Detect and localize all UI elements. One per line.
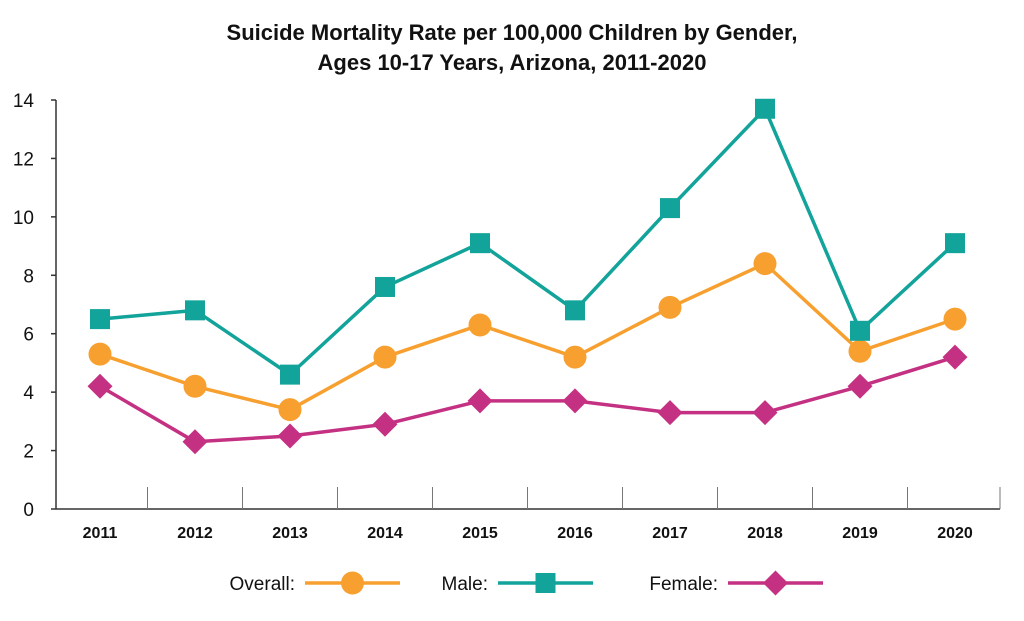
y-tick-label: 0 [23, 500, 34, 521]
axes: 0 2 4 6 8 10 12 14 2011 2012 2013 2014 2015 2016 2017 2… [13, 91, 1001, 542]
female-point [562, 388, 588, 414]
series-overall [88, 252, 967, 422]
series-male [90, 98, 965, 385]
male-point [185, 300, 205, 321]
legend-item-overall: Overall: [230, 571, 400, 595]
male-point [470, 233, 490, 254]
male-point [565, 300, 585, 321]
overall-point [563, 345, 587, 369]
legend-item-male: Male: [442, 573, 593, 595]
x-tick-label: 2012 [177, 525, 213, 542]
male-point [90, 309, 110, 330]
y-tick-label: 4 [23, 383, 34, 404]
y-tick-label: 6 [23, 325, 34, 346]
overall-point [658, 295, 682, 319]
overall-line [99, 261, 956, 412]
female-point [847, 373, 873, 399]
male-point [850, 320, 870, 341]
female-point [752, 400, 778, 426]
legend-marker-circle [341, 571, 364, 595]
male-point [375, 276, 395, 297]
x-tick-label: 2019 [842, 525, 878, 542]
legend: Overall: Male: Female: [230, 570, 823, 596]
overall-point [848, 339, 872, 363]
overall-point [88, 342, 112, 366]
x-tick-label: 2014 [367, 525, 403, 542]
male-line [99, 107, 957, 377]
female-point [277, 423, 303, 449]
y-tick-label: 2 [23, 442, 34, 463]
female-point [657, 400, 683, 426]
chart-title-line-1: Suicide Mortality Rate per 100,000 Child… [227, 20, 798, 45]
overall-point [373, 345, 397, 369]
overall-point [183, 374, 207, 398]
series-layer [87, 98, 968, 455]
legend-item-female: Female: [649, 570, 823, 596]
x-tick-label: 2011 [83, 525, 118, 542]
y-tick-label: 14 [13, 91, 35, 112]
male-point [660, 198, 680, 219]
chart-title-line-2: Ages 10-17 Years, Arizona, 2011-2020 [318, 50, 707, 75]
y-tick-label: 8 [23, 266, 34, 287]
male-point [755, 98, 775, 119]
female-point [467, 388, 493, 414]
legend-label: Overall: [230, 574, 295, 595]
male-point [945, 233, 965, 254]
female-point [182, 429, 208, 455]
x-tick-label: 2018 [747, 525, 783, 542]
legend-marker-diamond [763, 570, 788, 596]
overall-point [753, 252, 777, 276]
female-point [942, 344, 968, 370]
legend-label: Male: [442, 574, 488, 595]
y-tick-label: 12 [13, 149, 34, 170]
x-tick-label: 2017 [652, 525, 688, 542]
x-tick-label: 2013 [272, 525, 308, 542]
chart-title: Suicide Mortality Rate per 100,000 Child… [227, 20, 798, 75]
female-line [99, 355, 956, 444]
y-tick-label: 10 [13, 208, 34, 229]
legend-label: Female: [649, 574, 718, 595]
overall-point [468, 313, 492, 337]
x-tick-label: 2016 [557, 525, 593, 542]
female-point [87, 373, 113, 399]
x-tick-label: 2015 [462, 525, 498, 542]
female-point [372, 411, 398, 437]
overall-point [943, 307, 967, 331]
series-female [87, 344, 968, 455]
male-point [280, 364, 300, 385]
overall-point [278, 398, 302, 422]
x-tick-label: 2020 [937, 525, 973, 542]
legend-marker-square [535, 573, 556, 593]
